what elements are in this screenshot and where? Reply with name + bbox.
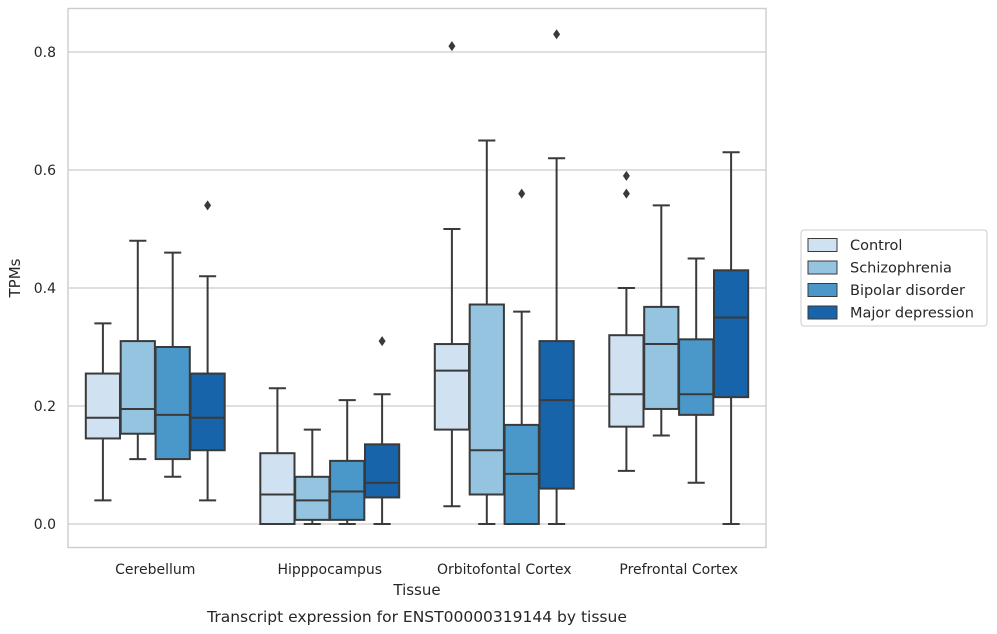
box-4-2 (363, 336, 401, 525)
box-2-3 (468, 139, 505, 525)
box-4-4 (712, 151, 750, 525)
legend-label: Bipolar disorder (850, 283, 965, 299)
chart-caption: Transcript expression for ENST0000031914… (206, 608, 627, 626)
box-4-3 (538, 29, 575, 525)
y-axis-label: TPMs (6, 258, 24, 298)
box-2-2 (294, 428, 331, 525)
x-tick-labels: Cerebellum Hipppocampus Orbitofontal Corte… (115, 562, 738, 578)
outlier-point (518, 188, 526, 199)
iqr-box (294, 475, 331, 521)
outlier-point (378, 336, 386, 347)
outlier-point (622, 170, 630, 181)
outlier-point (448, 41, 456, 52)
box-series (84, 29, 750, 526)
iqr-box (329, 459, 366, 521)
iqr-box (643, 305, 680, 410)
box-3-4 (678, 257, 715, 484)
y-tick-label: 0.6 (34, 163, 56, 179)
x-tick-label: Hipppocampus (277, 562, 382, 578)
y-tick-labels: 0.0 0.2 0.4 0.6 0.8 (34, 45, 56, 533)
legend-label: Schizophrenia (850, 261, 952, 277)
iqr-box (538, 340, 575, 490)
y-tick-label: 0.2 (34, 399, 56, 415)
box-1-1 (84, 322, 122, 502)
iqr-box (189, 372, 226, 452)
iqr-box (608, 334, 645, 428)
x-axis-label: Tissue (392, 581, 440, 599)
outlier-point (553, 29, 561, 40)
legend-swatch (807, 260, 838, 275)
legend-frame (800, 229, 988, 327)
iqr-box (259, 452, 296, 526)
iqr-box (433, 343, 471, 431)
legend: Control Schizophrenia Bipolar disorder Majo… (800, 229, 988, 327)
iqr-box (363, 443, 401, 499)
box-3-1 (154, 251, 191, 478)
legend-swatch (807, 238, 838, 252)
x-tick-label: Orbitofontal Cortex (437, 562, 572, 578)
iqr-box (119, 340, 156, 435)
box-3-2 (329, 399, 366, 525)
legend-label: Control (850, 238, 902, 254)
outlier-point (204, 200, 212, 211)
legend-swatch (807, 305, 838, 320)
box-4-1 (189, 200, 226, 502)
plot-frame (67, 7, 767, 549)
y-tick-label: 0.8 (34, 45, 56, 61)
y-tick-label: 0.4 (34, 281, 56, 297)
legend-swatch (807, 283, 838, 297)
legend-label: Major depression (850, 306, 974, 322)
y-tick-label: 0.0 (34, 517, 56, 533)
box-1-3 (433, 41, 471, 508)
outlier-point (622, 188, 630, 199)
box-1-4 (608, 170, 645, 472)
box-3-3 (503, 188, 540, 526)
iqr-box (712, 269, 750, 399)
iqr-box (678, 338, 715, 416)
iqr-box (84, 372, 122, 440)
x-tick-label: Prefrontal Cortex (619, 562, 738, 578)
iqr-box (154, 346, 191, 461)
iqr-box (468, 303, 505, 496)
box-1-2 (259, 387, 296, 526)
x-tick-label: Cerebellum (115, 562, 195, 578)
box-2-1 (119, 239, 156, 461)
box-2-4 (643, 204, 680, 437)
